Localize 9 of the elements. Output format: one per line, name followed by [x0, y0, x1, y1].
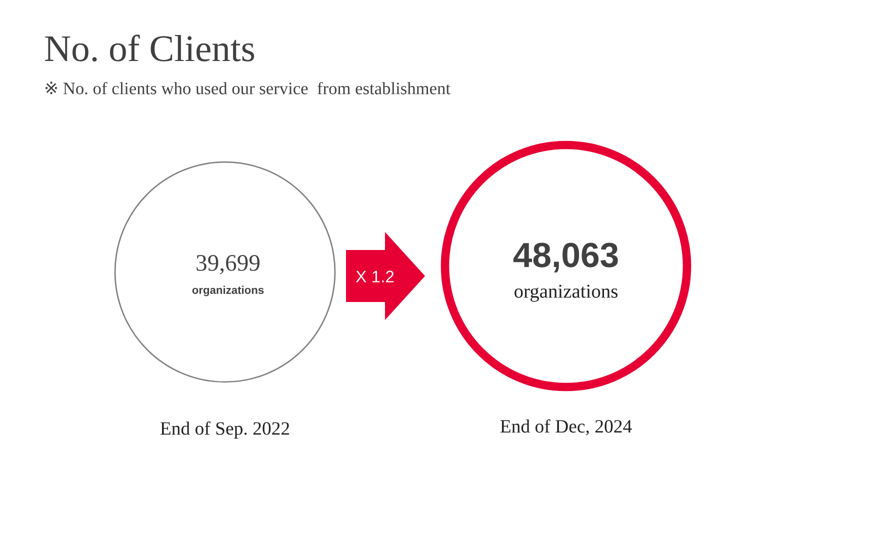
text: X 1.2: [356, 270, 394, 282]
text: organizations: [514, 284, 618, 302]
text: No. of Clients: [45, 34, 254, 62]
text: organizations: [192, 286, 264, 296]
category-label: End of Dec, 2024: [500, 419, 632, 436]
text: ※ No. of clients who used our service from establishment: [46, 82, 450, 94]
data-label: 48,063: [513, 242, 618, 272]
category-label: End of Sep. 2022: [160, 421, 290, 439]
data-label: 39,699: [196, 255, 260, 274]
